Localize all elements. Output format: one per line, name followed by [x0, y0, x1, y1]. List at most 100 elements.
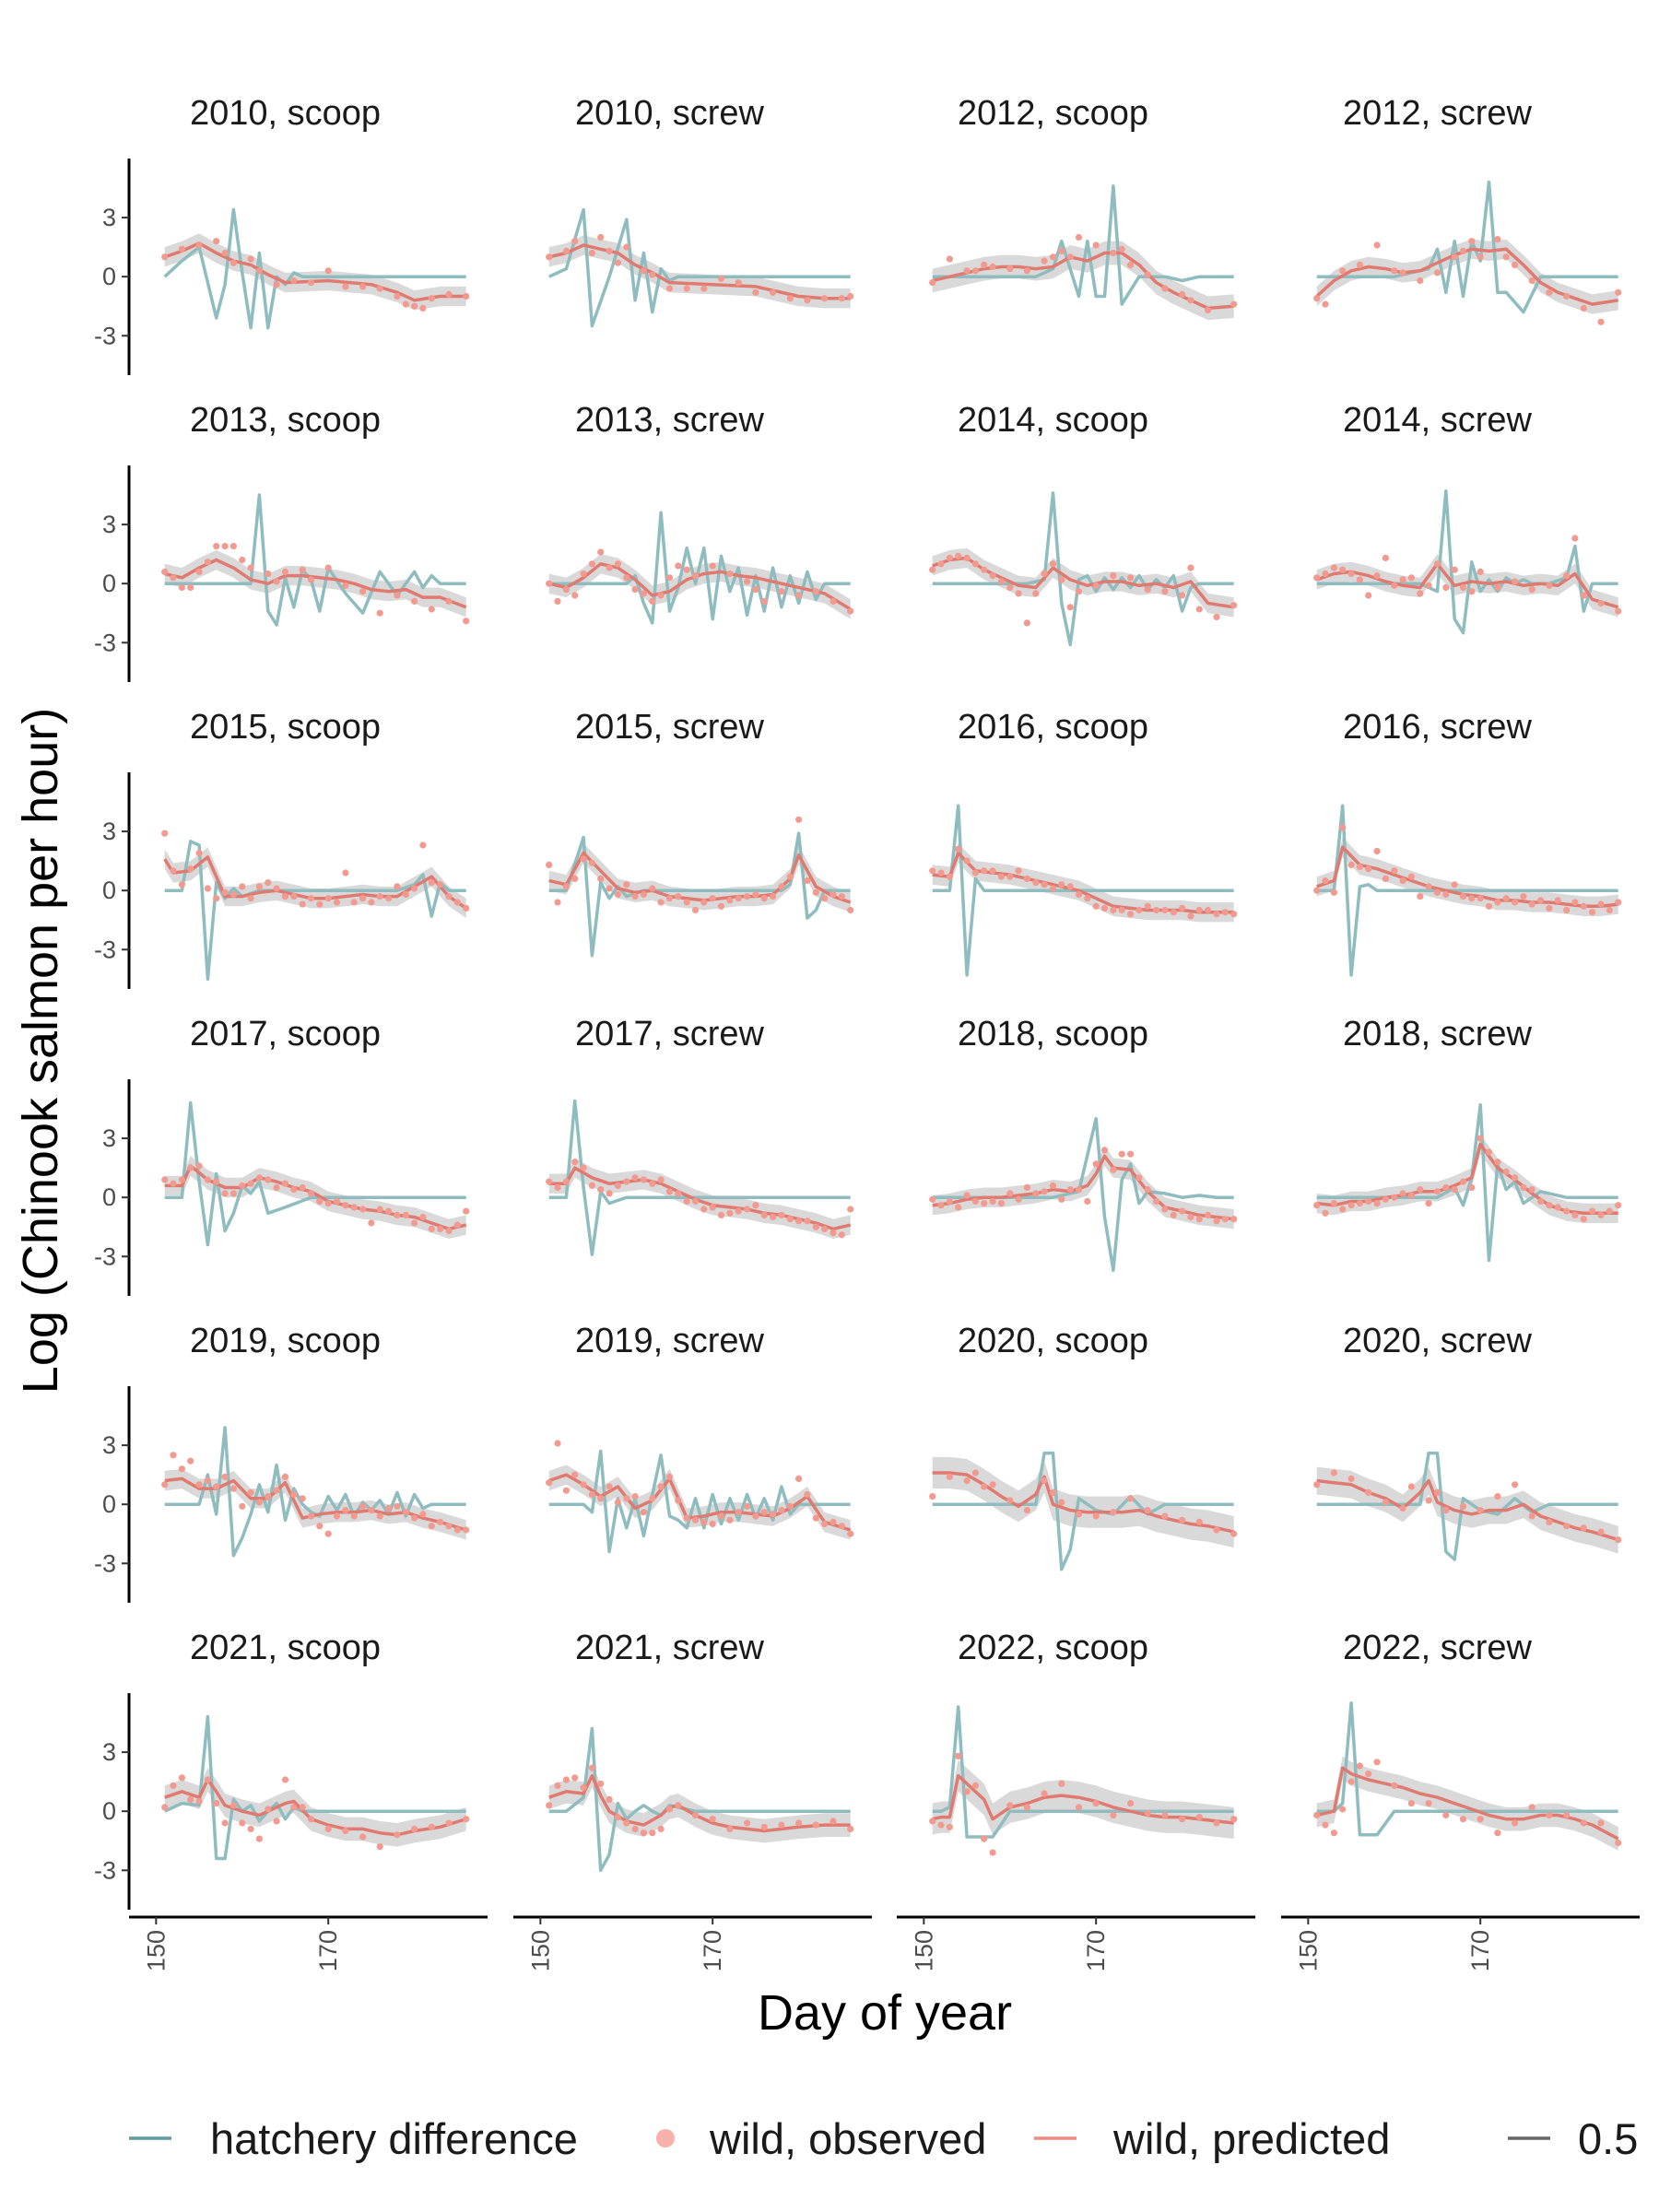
- wild-observed-point: [255, 883, 263, 890]
- wild-observed-point: [1563, 1811, 1571, 1819]
- wild-observed-point: [571, 238, 579, 245]
- wild-observed-point: [411, 597, 418, 606]
- wild-observed-point: [445, 597, 453, 606]
- wild-observed-point: [946, 873, 953, 880]
- wild-observed-point: [1546, 1202, 1553, 1209]
- wild-observed-point: [1373, 1200, 1381, 1207]
- wild-observed-point: [1407, 1192, 1415, 1199]
- prediction-band: [548, 1465, 851, 1540]
- wild-observed-point: [265, 1806, 272, 1813]
- wild-observed-point: [1322, 570, 1329, 578]
- wild-observed-point: [683, 899, 690, 906]
- wild-observed-point: [744, 1819, 751, 1827]
- wild-observed-point: [717, 902, 725, 910]
- panel: 2015, scoop: [161, 708, 470, 982]
- wild-observed-point: [562, 1776, 571, 1783]
- wild-observed-point: [1442, 583, 1450, 592]
- wild-observed-point: [778, 1507, 785, 1514]
- wild-observed-point: [623, 881, 630, 888]
- panel: 2015, screw: [546, 708, 854, 958]
- wild-observed-point: [221, 888, 229, 896]
- hatchery-difference-line: [1316, 1103, 1618, 1263]
- wild-observed-point: [1049, 560, 1057, 568]
- wild-observed-point: [1213, 613, 1220, 621]
- wild-observed-point: [937, 560, 945, 568]
- wild-observed-point: [546, 580, 553, 587]
- wild-observed-point: [1032, 1190, 1040, 1197]
- wild-observed-point: [1563, 572, 1571, 580]
- wild-observed-point: [1615, 1839, 1622, 1846]
- wild-observed-point: [1459, 247, 1467, 254]
- wild-observed-point: [1433, 1188, 1441, 1195]
- wild-observed-point: [1179, 904, 1186, 912]
- wild-observed-point: [1023, 619, 1030, 627]
- wild-observed-point: [1195, 606, 1203, 613]
- wild-observed-point: [812, 1223, 819, 1230]
- wild-observed-point: [394, 1831, 401, 1839]
- wild-observed-point: [709, 895, 716, 902]
- wild-observed-point: [273, 885, 280, 892]
- wild-observed-point: [273, 1183, 280, 1192]
- wild-observed-point: [411, 1825, 418, 1832]
- wild-observed-point: [229, 1802, 237, 1809]
- y-tick-label: -3: [94, 1856, 116, 1884]
- wild-observed-point: [963, 1788, 971, 1795]
- wild-observed-point: [1041, 1477, 1048, 1485]
- wild-observed-point: [744, 893, 751, 900]
- wild-observed-point: [812, 888, 819, 896]
- wild-observed-point: [333, 1197, 341, 1206]
- wild-observed-point: [359, 895, 367, 902]
- wild-observed-point: [1373, 241, 1381, 249]
- wild-observed-point: [683, 1197, 690, 1206]
- wild-observed-point: [1563, 1207, 1571, 1215]
- panel-title: 2015, scoop: [190, 708, 381, 747]
- hatchery-difference-line: [932, 1705, 1234, 1839]
- panel-title: 2010, screw: [575, 94, 764, 133]
- wild-observed-point: [1161, 1206, 1169, 1213]
- legend-item: 0.5: [1508, 2114, 1638, 2163]
- wild-observed-point: [830, 890, 837, 899]
- wild-observed-point: [1468, 588, 1476, 595]
- wild-observed-point: [1407, 1800, 1415, 1807]
- wild-observed-point: [640, 1509, 648, 1516]
- wild-observed-point: [419, 841, 427, 849]
- panel-title: 2020, scoop: [958, 1322, 1148, 1360]
- wild-observed-point: [657, 1825, 665, 1832]
- wild-observed-point: [1153, 906, 1160, 914]
- wild-observed-point: [1382, 1195, 1389, 1203]
- panel: 2017, screw: [546, 1015, 854, 1256]
- wild-observed-point: [1330, 564, 1337, 571]
- wild-observed-point: [1230, 1816, 1238, 1823]
- panel: 2010, scoop: [161, 94, 470, 330]
- wild-observed-point: [1135, 906, 1143, 914]
- wild-observed-point: [631, 1493, 639, 1500]
- x-tick-label: 170: [699, 1930, 726, 1971]
- wild-observed-point: [247, 1180, 254, 1187]
- wild-observed-point: [955, 1752, 962, 1759]
- wild-observed-point: [170, 1180, 177, 1187]
- wild-observed-point: [929, 566, 936, 573]
- wild-observed-point: [1399, 877, 1406, 885]
- wild-observed-point: [1365, 865, 1372, 873]
- wild-observed-point: [735, 1207, 742, 1215]
- wild-observed-point: [1563, 1523, 1571, 1530]
- wild-observed-point: [700, 285, 708, 292]
- panel: 2022, screw: [1313, 1629, 1622, 1851]
- wild-observed-point: [239, 1502, 246, 1510]
- wild-observed-point: [717, 1211, 725, 1218]
- wild-observed-point: [760, 1211, 768, 1218]
- wild-observed-point: [1477, 253, 1484, 261]
- wild-observed-point: [1006, 1497, 1014, 1504]
- wild-observed-point: [812, 588, 819, 595]
- wild-observed-point: [1049, 1488, 1057, 1496]
- wild-observed-point: [830, 1818, 837, 1825]
- wild-observed-point: [580, 1164, 587, 1171]
- wild-observed-point: [376, 609, 383, 617]
- wild-observed-point: [385, 1207, 393, 1215]
- wild-observed-point: [187, 865, 194, 873]
- wild-observed-point: [946, 1197, 953, 1206]
- wild-observed-point: [299, 1183, 306, 1192]
- wild-observed-point: [1417, 590, 1424, 597]
- wild-observed-point: [1563, 292, 1571, 300]
